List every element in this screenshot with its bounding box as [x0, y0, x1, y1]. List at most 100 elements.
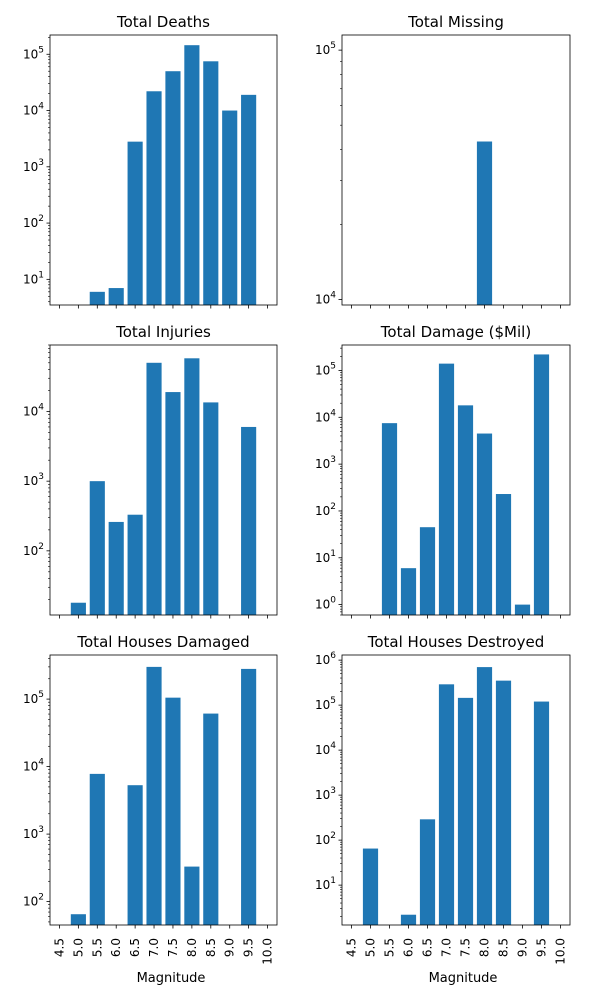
bar-9-5: [241, 668, 257, 925]
x-axis-labels: Magnitude Magnitude: [137, 971, 498, 986]
x-tick-label: 7.0: [147, 938, 161, 957]
bar-5-5: [89, 481, 105, 615]
subplot-title: Total Houses Damaged: [76, 633, 249, 651]
x-tick-label: 5.0: [364, 938, 378, 957]
x-tick-label: 5.5: [90, 938, 104, 957]
bar-6: [108, 288, 124, 305]
x-tick-label: 8.0: [478, 938, 492, 957]
bar-6-5: [127, 785, 143, 925]
y-tick-label: 103: [315, 786, 336, 802]
bar-8-5: [495, 494, 512, 615]
y-tick-label: 101: [315, 876, 336, 892]
bar-6: [108, 521, 124, 615]
bar-7: [438, 684, 455, 925]
subplot-2: Total Missing 104 105: [315, 13, 571, 309]
bar-8: [184, 358, 200, 615]
bar-9-5: [241, 94, 257, 305]
y-tick-label: 104: [23, 102, 44, 118]
y-tick-label: 105: [23, 45, 44, 61]
x-tick-label: 9.0: [223, 938, 237, 957]
y-tick-label: 104: [23, 402, 44, 418]
bar-5: [70, 914, 86, 925]
bar-8: [476, 433, 493, 615]
bar-5: [362, 848, 379, 925]
x-tick-label: 8.0: [185, 938, 199, 957]
y-tick-label: 104: [23, 758, 44, 774]
bar-6-5: [419, 819, 436, 925]
x-tick-label: 8.5: [497, 938, 511, 957]
y-tick-label: 105: [23, 690, 44, 706]
y-tick-label: 105: [315, 41, 336, 57]
bar-8: [476, 141, 493, 305]
bar-7-5: [165, 392, 181, 615]
x-tick-label: 6.0: [402, 938, 416, 957]
y-tick-label: 101: [315, 549, 336, 565]
y-tick-label: 102: [23, 542, 44, 558]
bar-5-5: [89, 773, 105, 925]
y-tick-label: 103: [23, 158, 44, 174]
y-tick-label: 105: [315, 696, 336, 712]
axes-frame: [49, 344, 278, 616]
x-tick-label: 6.0: [109, 938, 123, 957]
subplot-title: Total Houses Destroyed: [367, 633, 545, 651]
x-tick-label: 9.5: [535, 938, 549, 957]
bar-8: [476, 667, 493, 925]
y-tick-label: 105: [315, 361, 336, 377]
x-axis-label-left: Magnitude: [137, 971, 206, 986]
bar-8-5: [495, 680, 512, 925]
subplot-title: Total Deaths: [116, 13, 210, 31]
bar-7-5: [165, 71, 181, 306]
subplot-6: Total Houses Destroyed 101 102 103 104 105 106…: [315, 633, 571, 965]
y-tick-label: 106: [315, 651, 336, 667]
axes-frame: [49, 654, 278, 926]
subplot-title: Total Injuries: [115, 323, 211, 341]
subplot-title: Total Missing: [407, 13, 504, 31]
bar-8-5: [203, 402, 219, 615]
x-tick-label: 5.5: [383, 938, 397, 957]
x-tick-label: 8.5: [204, 938, 218, 957]
y-tick-label: 104: [315, 741, 336, 757]
x-tick-label: 9.5: [242, 938, 256, 957]
bar-9-5: [533, 354, 550, 615]
subplot-3: Total Injuries 102 103 104: [23, 323, 278, 619]
bar-8-5: [203, 713, 219, 925]
y-tick-label: 104: [315, 290, 336, 306]
bar-6: [400, 568, 417, 615]
x-tick-label: 9.0: [516, 938, 530, 957]
y-tick-label: 103: [23, 825, 44, 841]
bar-8: [184, 866, 200, 925]
y-tick-label: 102: [23, 893, 44, 909]
x-tick-label: 7.5: [166, 938, 180, 957]
subplot-1: Total Deaths 101 102 103 104 105: [23, 13, 278, 309]
bar-6-5: [127, 514, 143, 615]
bar-9: [514, 604, 531, 615]
bar-7: [146, 91, 162, 306]
bar-6-5: [127, 141, 143, 305]
bar-7-5: [457, 405, 474, 615]
bar-7: [146, 362, 162, 615]
x-tick-label: 6.5: [128, 938, 142, 957]
bar-6-5: [419, 527, 436, 615]
bar-7: [146, 666, 162, 925]
x-tick-label: 7.0: [440, 938, 454, 957]
x-tick-label: 10.0: [261, 938, 275, 965]
y-tick-label: 103: [315, 455, 336, 471]
bar-8-5: [203, 61, 219, 305]
x-tick-label: 7.5: [459, 938, 473, 957]
bar-9-5: [241, 426, 257, 615]
subplot-title: Total Damage ($Mil): [380, 323, 531, 341]
axes-frame: [49, 34, 278, 306]
bar-7-5: [457, 697, 474, 925]
bar-8: [184, 45, 200, 305]
axes-frame: [341, 654, 571, 926]
axes-frame: [341, 34, 571, 306]
subplot-5: Total Houses Damaged 102 103 104 105 4.5 5.0 5.…: [23, 633, 278, 965]
y-tick-label: 101: [23, 270, 44, 286]
x-tick-label: 10.0: [554, 938, 568, 965]
y-tick-label: 102: [315, 831, 336, 847]
x-axis-label-right: Magnitude: [429, 971, 498, 986]
x-tick-label: 6.5: [421, 938, 435, 957]
subplot-4: Total Damage ($Mil) 100 101 102 103 104 105: [315, 323, 571, 619]
